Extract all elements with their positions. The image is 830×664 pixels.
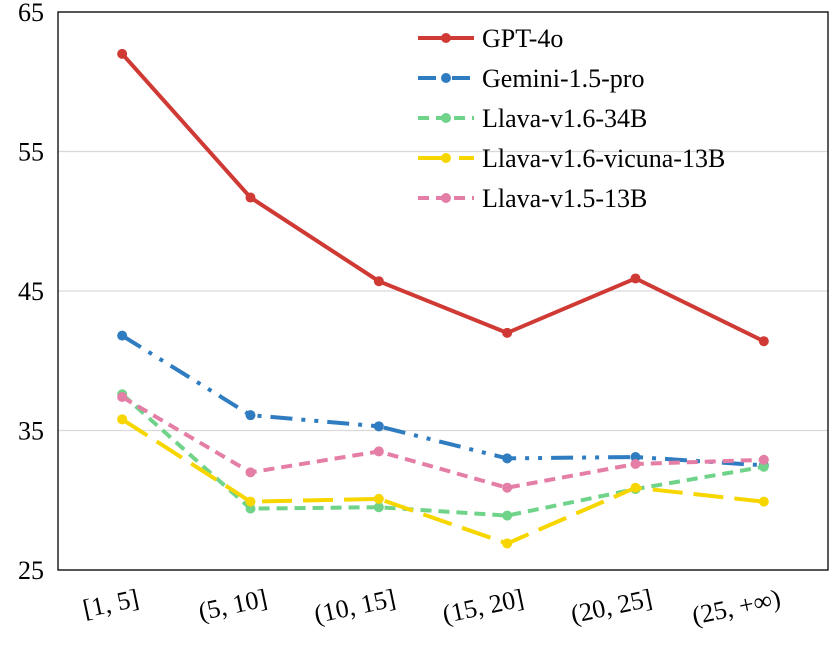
- legend-label-gemini-1-5-pro: Gemini-1.5-pro: [482, 64, 644, 93]
- legend-label-gpt-4o: GPT-4o: [482, 24, 563, 53]
- legend-marker-gemini-1-5-pro: [441, 73, 451, 83]
- data-point-llava-v1-6-vicuna-13b: [117, 414, 128, 425]
- data-point-gpt-4o: [117, 48, 128, 59]
- y-tick-label: 55: [18, 138, 44, 167]
- data-point-llava-v1-6-vicuna-13b: [630, 482, 641, 493]
- data-point-gpt-4o: [630, 273, 641, 284]
- data-point-gpt-4o: [245, 192, 256, 203]
- x-tick-label: (20, 25]: [568, 584, 655, 629]
- data-point-llava-v1-6-vicuna-13b: [758, 496, 769, 507]
- x-tick-label: [1, 5]: [80, 584, 141, 624]
- x-tick-label: (10, 15]: [312, 584, 399, 629]
- data-point-gemini-1-5-pro: [117, 330, 128, 341]
- data-point-llava-v1-5-13b: [373, 446, 384, 457]
- data-point-gemini-1-5-pro: [630, 452, 641, 463]
- data-point-llava-v1-6-vicuna-13b: [373, 493, 384, 504]
- plot-area-frame: [57, 11, 829, 571]
- data-point-llava-v1-5-13b: [630, 458, 641, 469]
- data-point-gpt-4o: [502, 327, 513, 338]
- data-point-llava-v1-5-13b: [758, 454, 769, 465]
- data-point-llava-v1-6-vicuna-13b: [502, 538, 513, 549]
- y-tick-label: 35: [18, 417, 44, 446]
- data-point-llava-v1-6-34b: [502, 510, 513, 521]
- y-axis-ticks: 25 35 45 55 65: [18, 0, 44, 585]
- data-point-llava-v1-5-13b: [117, 392, 128, 403]
- series-line-llava-v1-6-vicuna-13b: [121, 417, 765, 546]
- series-line-gemini-1-5-pro: [121, 333, 764, 468]
- legend-label-llava-v1-6-34b: Llava-v1.6-34B: [482, 104, 647, 133]
- data-point-llava-v1-6-34b: [245, 503, 256, 514]
- data-point-gpt-4o: [373, 276, 384, 287]
- grid-lines: [58, 11, 828, 571]
- data-point-llava-v1-5-13b: [502, 482, 513, 493]
- legend-marker-llava-v1-6-34b: [441, 113, 451, 123]
- data-point-gemini-1-5-pro: [373, 421, 384, 432]
- x-tick-label: (25, +∞): [689, 584, 783, 631]
- legend-marker-llava-v1-6-vicuna-13b: [441, 153, 451, 163]
- data-point-llava-v1-6-34b: [373, 502, 384, 513]
- x-tick-label: (5, 10]: [196, 584, 270, 627]
- data-point-llava-v1-5-13b: [245, 467, 256, 478]
- y-tick-label: 45: [18, 277, 44, 306]
- data-point-gpt-4o: [758, 336, 769, 347]
- legend-label-llava-v1-5-13b: Llava-v1.5-13B: [482, 184, 647, 213]
- series-line-gpt-4o: [120, 52, 765, 344]
- series-line-llava-v1-6-34b: [120, 392, 765, 518]
- data-point-gemini-1-5-pro: [502, 453, 513, 464]
- legend-marker-llava-v1-5-13b: [441, 193, 451, 203]
- legend-marker-gpt-4o: [441, 33, 451, 43]
- series-line-llava-v1-5-13b: [121, 395, 764, 490]
- y-tick-label: 25: [18, 556, 44, 585]
- x-axis-ticks: [1, 5] (5, 10] (10, 15] (15, 20] (20, 25…: [80, 584, 783, 631]
- series-group: [117, 48, 769, 549]
- y-tick-label: 65: [18, 0, 44, 27]
- data-point-llava-v1-6-34b: [758, 461, 769, 472]
- legend: GPT-4o Gemini-1.5-pro Llava-v1.6-34B Lla…: [418, 24, 725, 213]
- legend-label-llava-v1-6-vicuna-13b: Llava-v1.6-vicuna-13B: [482, 144, 725, 173]
- x-tick-label: (15, 20]: [440, 584, 527, 629]
- data-point-gemini-1-5-pro: [245, 410, 256, 421]
- data-point-llava-v1-6-vicuna-13b: [245, 496, 256, 507]
